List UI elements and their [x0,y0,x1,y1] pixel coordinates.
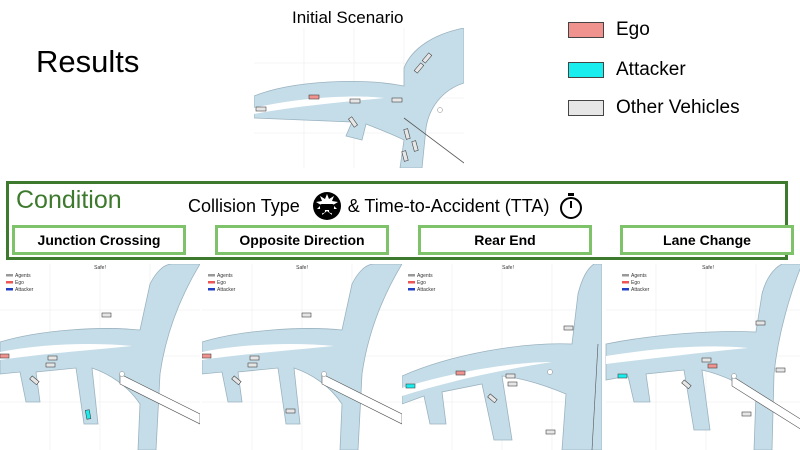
attacker-vehicle [84,409,92,420]
other-vehicle [29,375,40,386]
other-vehicle [545,429,556,435]
other-vehicle [249,355,260,361]
ego-vehicle [0,353,10,359]
legend-ego: Ego [631,280,640,286]
other-vehicle [487,393,498,404]
ego-vehicle [707,363,718,369]
legend-attacker: Attacker [217,287,236,293]
panel-title: Safe! [296,265,308,271]
ego-vehicle [308,94,320,100]
other-vehicle [413,62,425,74]
other-vehicle [301,312,312,318]
initial-scenario-map [254,28,464,168]
panel-title: Safe! [502,265,514,271]
panel-title: Safe! [94,265,106,271]
legend-ego: Ego [15,280,24,286]
other-vehicle [45,362,56,368]
lane-change-panel: Safe! Agents Ego Attacker [605,264,800,450]
lane-change-button[interactable]: Lane Change [620,225,794,255]
legend-ego: Ego [217,280,226,286]
legend-agents: Agents [631,273,647,279]
rear-end-panel: Safe! Agents Ego Attacker [402,264,602,450]
rear-end-button[interactable]: Rear End [418,225,592,255]
other-vehicle [507,381,518,387]
condition-box [6,181,788,260]
attacker-vehicle [617,373,628,379]
other-vehicle [285,408,296,414]
other-vehicle [349,98,361,104]
legend-item-other-vehicles: Other Vehicles [568,97,740,119]
junction-crossing-button[interactable]: Junction Crossing [12,225,186,255]
legend-attacker: Attacker [417,287,436,293]
condition-label: Condition [16,186,122,214]
legend-ego: Ego [417,280,426,286]
other-vehicle [247,362,258,368]
other-vehicle [255,106,267,112]
other-vehicles-swatch [568,100,604,116]
legend-attacker: Attacker [631,287,650,293]
legend-label: Ego [616,19,650,40]
opposite-direction-panel: Safe! Agents Ego Attacker [202,264,402,450]
collision-type-label: Collision Type [188,195,300,216]
road-area [402,264,602,450]
legend-label: Attacker [616,59,686,80]
other-vehicle [101,312,112,318]
condition-description: Collision Type & Time-to-Accident (TTA) [188,191,583,221]
other-vehicle [403,128,411,140]
legend-item-attacker: Attacker [568,59,686,81]
ego-vehicle [455,370,466,376]
other-vehicle [701,357,712,363]
ego-vehicle [202,353,212,359]
other-vehicle [391,97,403,103]
opposite-direction-button[interactable]: Opposite Direction [215,225,389,255]
results-title: Results [36,44,140,79]
other-vehicle [755,320,766,326]
legend-agents: Agents [217,273,233,279]
other-vehicle [231,375,242,386]
legend-label: Other Vehicles [616,97,740,118]
legend-attacker: Attacker [15,287,34,293]
other-vehicle [563,325,574,331]
attacker-swatch [568,62,604,78]
other-vehicle [411,140,419,152]
other-vehicle [681,379,692,390]
car-crash-icon [312,192,341,220]
junction-crossing-panel: Safe! Agents Ego Attacker [0,264,200,450]
other-vehicle [47,355,58,361]
legend-item-ego: Ego [568,19,650,41]
stopwatch-icon [560,193,583,219]
road-area [202,264,402,450]
other-vehicle [775,367,786,373]
panel-title: Safe! [702,265,714,271]
road-area [605,264,800,450]
attacker-vehicle [405,383,416,389]
ego-swatch [568,22,604,38]
tta-label: & Time-to-Accident (TTA) [347,195,550,216]
other-vehicle [421,52,433,64]
other-vehicle [401,150,409,162]
other-vehicle [505,373,516,379]
other-vehicle [741,411,752,417]
other-vehicle [348,116,358,128]
initial-scenario-title: Initial Scenario [292,8,404,27]
legend-agents: Agents [417,273,433,279]
legend-agents: Agents [15,273,31,279]
road-area [0,264,200,450]
